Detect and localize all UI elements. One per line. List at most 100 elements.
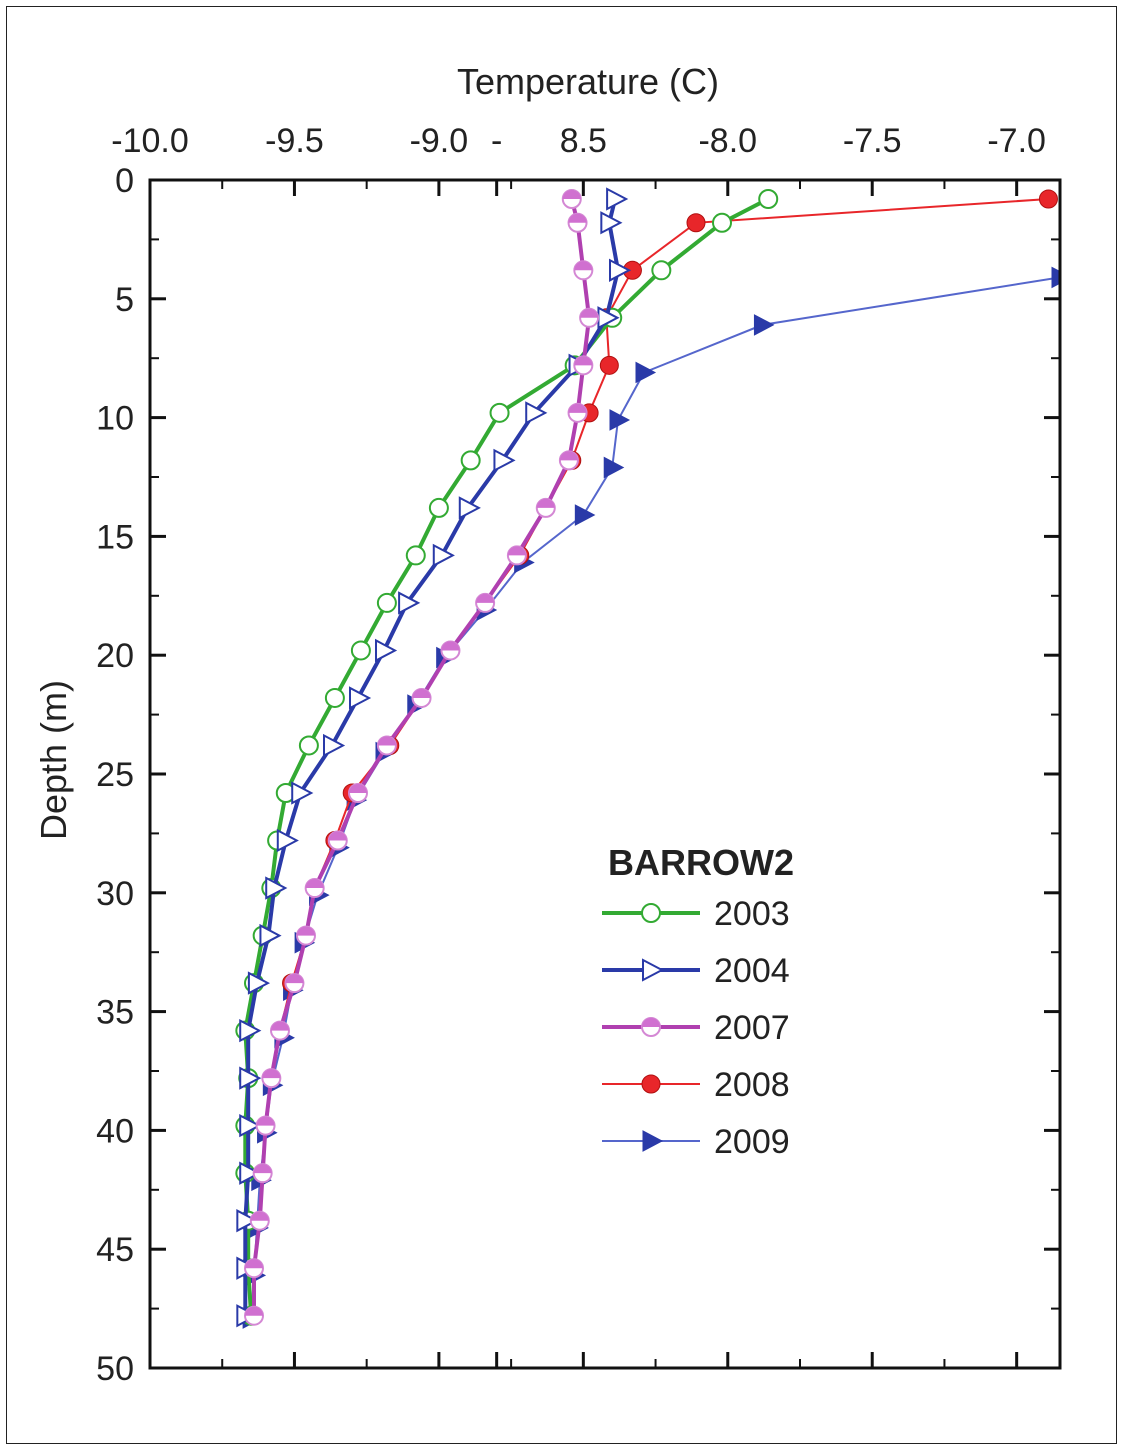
- series-2004: [236, 187, 632, 1328]
- y-tick-label: 50: [96, 1350, 134, 1388]
- x-tick-label: -9.5: [265, 122, 324, 160]
- data-point-2003: [428, 497, 449, 518]
- data-point-2007-fill: [262, 1069, 281, 1079]
- data-point-2007-fill: [574, 356, 593, 366]
- data-point-2007-fill: [328, 831, 347, 841]
- data-point-2004: [236, 1209, 259, 1233]
- data-point-2004: [239, 1018, 262, 1043]
- data-point-2009: [603, 456, 625, 479]
- x-tick-label: 8.5: [560, 122, 607, 160]
- data-point-2009: [635, 361, 657, 384]
- legend-marker: [641, 903, 661, 923]
- data-point-2003: [405, 545, 426, 566]
- legend-marker: [642, 958, 665, 982]
- x-tick-label: -7.0: [987, 122, 1046, 160]
- data-point-2007-fill: [253, 1164, 272, 1174]
- data-point-2007: [376, 735, 397, 756]
- data-point-2004: [291, 781, 314, 805]
- series-2003: [235, 189, 779, 1326]
- data-point-2004: [432, 543, 455, 568]
- legend-item-2004: 2004: [602, 952, 790, 990]
- y-axis-title: Depth (m): [33, 680, 74, 840]
- data-point-2003: [712, 212, 732, 233]
- series-line-2008: [253, 198, 1049, 1316]
- data-point-2004: [239, 1113, 262, 1138]
- data-point-2007: [255, 1115, 276, 1136]
- data-point-2007-fill: [476, 593, 495, 603]
- y-tick-label: 40: [96, 1112, 134, 1150]
- data-point-2004: [600, 211, 623, 235]
- data-point-2003: [460, 450, 481, 471]
- legend-item-2008: 2008: [602, 1066, 790, 1104]
- data-point-2009: [609, 409, 631, 431]
- data-point-2007-fill: [559, 451, 578, 461]
- data-point-2007-fill: [562, 190, 581, 200]
- data-point-2004: [265, 876, 288, 900]
- data-point-2007: [252, 1163, 273, 1184]
- data-point-2007: [573, 355, 594, 376]
- y-tick-label: 25: [96, 756, 134, 794]
- data-point-2004: [349, 686, 372, 710]
- legend-title: BARROW2: [608, 842, 794, 883]
- data-point-2007: [284, 973, 305, 994]
- data-point-2009: [1051, 266, 1060, 289]
- data-point-2004: [398, 591, 421, 615]
- legend-marker: [641, 1017, 661, 1037]
- data-point-2007-fill: [349, 784, 367, 794]
- data-point-2007: [573, 260, 594, 281]
- legend-label: 2004: [714, 952, 790, 990]
- data-point-2009: [574, 504, 596, 526]
- legend-label: 2008: [714, 1066, 790, 1104]
- axis-ticks: -10.0 -9.5 -9.0- 8.5 -8.0 -7.5 -7.0 0 5 10 15 20 25 3…: [96, 122, 1060, 1388]
- data-point-2007-fill: [536, 498, 555, 508]
- data-point-2003: [376, 592, 397, 613]
- data-point-2004: [239, 1066, 262, 1090]
- x-tick-label: -9.0: [410, 122, 469, 160]
- series-2009: [242, 266, 1060, 1329]
- data-point-2004: [323, 733, 346, 758]
- x-tick-label: -7.5: [843, 122, 902, 160]
- y-tick-label: 0: [115, 162, 134, 200]
- data-point-2007: [244, 1258, 264, 1279]
- data-point-2007: [561, 189, 582, 210]
- y-tick-label: 35: [96, 994, 134, 1032]
- series-layer: [235, 187, 1060, 1329]
- data-point-2007: [249, 1210, 270, 1231]
- data-point-2004: [239, 1161, 262, 1185]
- legend-marker: [642, 1130, 664, 1152]
- data-point-2007-fill: [245, 1259, 263, 1269]
- data-point-2007-fill: [305, 879, 324, 889]
- data-point-2007: [506, 545, 527, 566]
- data-point-2007-fill: [580, 308, 599, 318]
- legend-label: 2007: [714, 1009, 790, 1047]
- data-point-2007-fill: [256, 1116, 275, 1126]
- y-tick-label: 20: [96, 637, 134, 675]
- x-tick-label: -8.0: [698, 122, 757, 160]
- series-2008: [244, 189, 1058, 1326]
- data-point-2003: [651, 260, 672, 281]
- data-point-2003: [758, 189, 779, 210]
- data-point-2007: [261, 1068, 282, 1089]
- legend-marker: [641, 1074, 661, 1094]
- data-point-2007: [535, 497, 556, 518]
- y-tick-label: 30: [96, 875, 134, 913]
- figure-frame: [6, 6, 1117, 1444]
- data-point-2008: [1038, 189, 1058, 209]
- data-point-2004: [609, 258, 632, 282]
- data-point-2007: [296, 925, 316, 946]
- data-point-2004: [259, 923, 282, 948]
- data-point-2007-fill: [568, 213, 587, 223]
- data-point-2007-fill: [574, 261, 593, 271]
- data-point-2004: [525, 401, 548, 425]
- data-point-2008: [599, 355, 619, 375]
- y-tick-label: 5: [115, 281, 134, 319]
- legend-item-2007: 2007: [602, 1009, 790, 1047]
- legend-marker-fill: [642, 1018, 660, 1027]
- data-point-2007-fill: [507, 546, 526, 556]
- data-point-2007: [440, 640, 461, 661]
- data-point-2007: [411, 687, 432, 708]
- y-tick-label: 45: [96, 1231, 134, 1269]
- data-point-2004: [493, 448, 516, 473]
- legend-item-2009: 2009: [602, 1123, 790, 1161]
